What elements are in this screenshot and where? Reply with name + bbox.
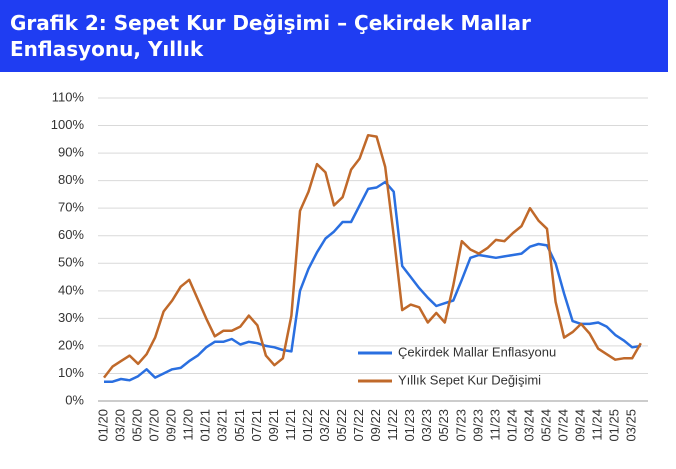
x-tick-label: 09/23	[470, 409, 485, 442]
x-tick-label: 01/21	[198, 409, 213, 442]
y-tick-label: 60%	[58, 227, 84, 242]
series-line	[103, 133, 642, 379]
x-tick-label: 03/21	[215, 409, 230, 442]
x-tick-label: 01/22	[300, 409, 315, 442]
x-tick-label: 01/25	[607, 409, 622, 442]
y-tick-label: 100%	[51, 117, 85, 132]
x-tick-label: 11/23	[487, 409, 502, 441]
x-tick-label: 01/20	[95, 409, 110, 442]
x-tick-label: 05/23	[436, 409, 451, 442]
y-tick-label: 70%	[58, 200, 84, 215]
x-tick-label: 03/20	[112, 409, 127, 442]
y-tick-label: 30%	[58, 310, 84, 325]
x-tick-label: 11/21	[283, 409, 298, 441]
x-tick-label: 07/23	[453, 409, 468, 442]
x-tick-label: 07/24	[556, 409, 571, 442]
x-tick-label: 09/24	[573, 409, 588, 442]
x-tick-label: 01/23	[402, 409, 417, 442]
y-tick-label: 90%	[58, 145, 84, 160]
legend-label: Yıllık Sepet Kur Değişimi	[398, 372, 541, 387]
x-tick-label: 11/24	[590, 409, 605, 441]
x-tick-label: 05/20	[130, 409, 145, 442]
chart-title: Grafik 2: Sepet Kur Değişimi – Çekirdek …	[10, 11, 531, 61]
x-tick-label: 07/22	[351, 409, 366, 442]
legend-label: Çekirdek Mallar Enflasyonu	[398, 344, 556, 359]
x-tick-label: 03/23	[419, 409, 434, 442]
y-tick-label: 110%	[52, 89, 85, 104]
x-tick-label: 07/21	[249, 409, 264, 442]
title-banner: Grafik 2: Sepet Kur Değişimi – Çekirdek …	[0, 0, 668, 72]
x-tick-label: 11/22	[385, 409, 400, 441]
x-tick-label: 05/22	[334, 409, 349, 442]
x-tick-label: 09/22	[368, 409, 383, 442]
series-line	[104, 180, 642, 383]
y-tick-label: 80%	[58, 172, 84, 187]
y-tick-label: 20%	[58, 337, 84, 352]
x-tick-label: 07/20	[147, 409, 162, 442]
x-tick-label: 03/24	[521, 409, 536, 442]
x-tick-label: 03/25	[624, 409, 639, 442]
x-tick-label: 01/24	[504, 409, 519, 442]
y-tick-label: 40%	[58, 282, 84, 297]
x-tick-label: 05/24	[538, 409, 553, 442]
x-tick-label: 11/20	[181, 409, 196, 441]
x-tick-label: 05/21	[232, 409, 247, 442]
y-tick-label: 50%	[58, 255, 84, 270]
y-tick-label: 0%	[65, 392, 84, 407]
y-tick-label: 10%	[58, 365, 84, 380]
x-tick-label: 03/22	[317, 409, 332, 442]
x-tick-label: 09/20	[164, 409, 179, 442]
x-tick-label: 09/21	[266, 409, 281, 442]
